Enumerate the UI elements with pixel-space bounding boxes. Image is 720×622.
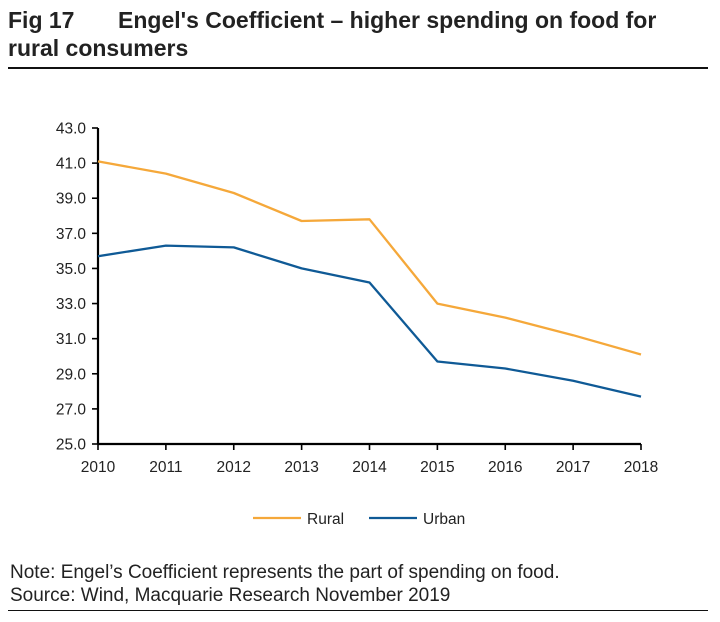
y-tick-label: 27.0: [56, 401, 87, 418]
figure-title-text: Engel's Coefficient – higher spending on…: [8, 7, 657, 61]
x-tick-label: 2012: [217, 459, 251, 476]
line-chart: 25.0 27.0 29.0 31.0 33.0 35.0 37.0 39.0 41.0 43.0…: [56, 121, 658, 529]
x-tick-label: 2014: [352, 459, 387, 476]
y-tick-label: 25.0: [56, 437, 87, 454]
y-tick-label: 41.0: [56, 156, 87, 173]
series-line-rural: [97, 160, 642, 356]
legend-label-rural: Rural: [307, 511, 344, 528]
x-tick-label: 2018: [624, 459, 658, 476]
y-tick-label: 31.0: [56, 331, 87, 348]
title-divider: [8, 67, 708, 69]
x-tick-label: 2013: [284, 459, 318, 476]
x-tick-label: 2017: [556, 459, 590, 476]
legend: Rural Urban: [253, 511, 465, 528]
y-tick-label: 37.0: [56, 226, 87, 243]
legend-label-urban: Urban: [423, 511, 465, 528]
y-tick-label: 35.0: [56, 261, 87, 278]
chart-footnote: Note: Engel’s Coefficient represents the…: [10, 561, 560, 607]
y-axis: 25.0 27.0 29.0 31.0 33.0 35.0 37.0 39.0 41.0 43.0: [56, 121, 100, 454]
y-tick-label: 33.0: [56, 296, 87, 313]
x-tick-label: 2015: [420, 459, 454, 476]
y-tick-label: 39.0: [56, 191, 87, 208]
footer-divider: [8, 610, 708, 611]
note-text: Note: Engel’s Coefficient represents the…: [10, 562, 560, 583]
figure-label: Fig 17: [8, 7, 75, 33]
x-tick-label: 2011: [149, 459, 182, 476]
source-text: Source: Wind, Macquarie Research Novembe…: [10, 585, 451, 606]
x-tick-label: 2016: [488, 459, 522, 476]
x-axis: 2010 2011 2012 2013 2014 2015 2016 2017 2018: [81, 442, 658, 476]
series-line-urban: [97, 244, 642, 398]
figure-title: Fig 17 Engel's Coefficient – higher spend…: [8, 6, 708, 62]
x-tick-label: 2010: [81, 459, 116, 476]
y-tick-label: 29.0: [56, 366, 87, 383]
series-lines: [97, 160, 642, 398]
y-tick-label: 43.0: [56, 121, 87, 138]
